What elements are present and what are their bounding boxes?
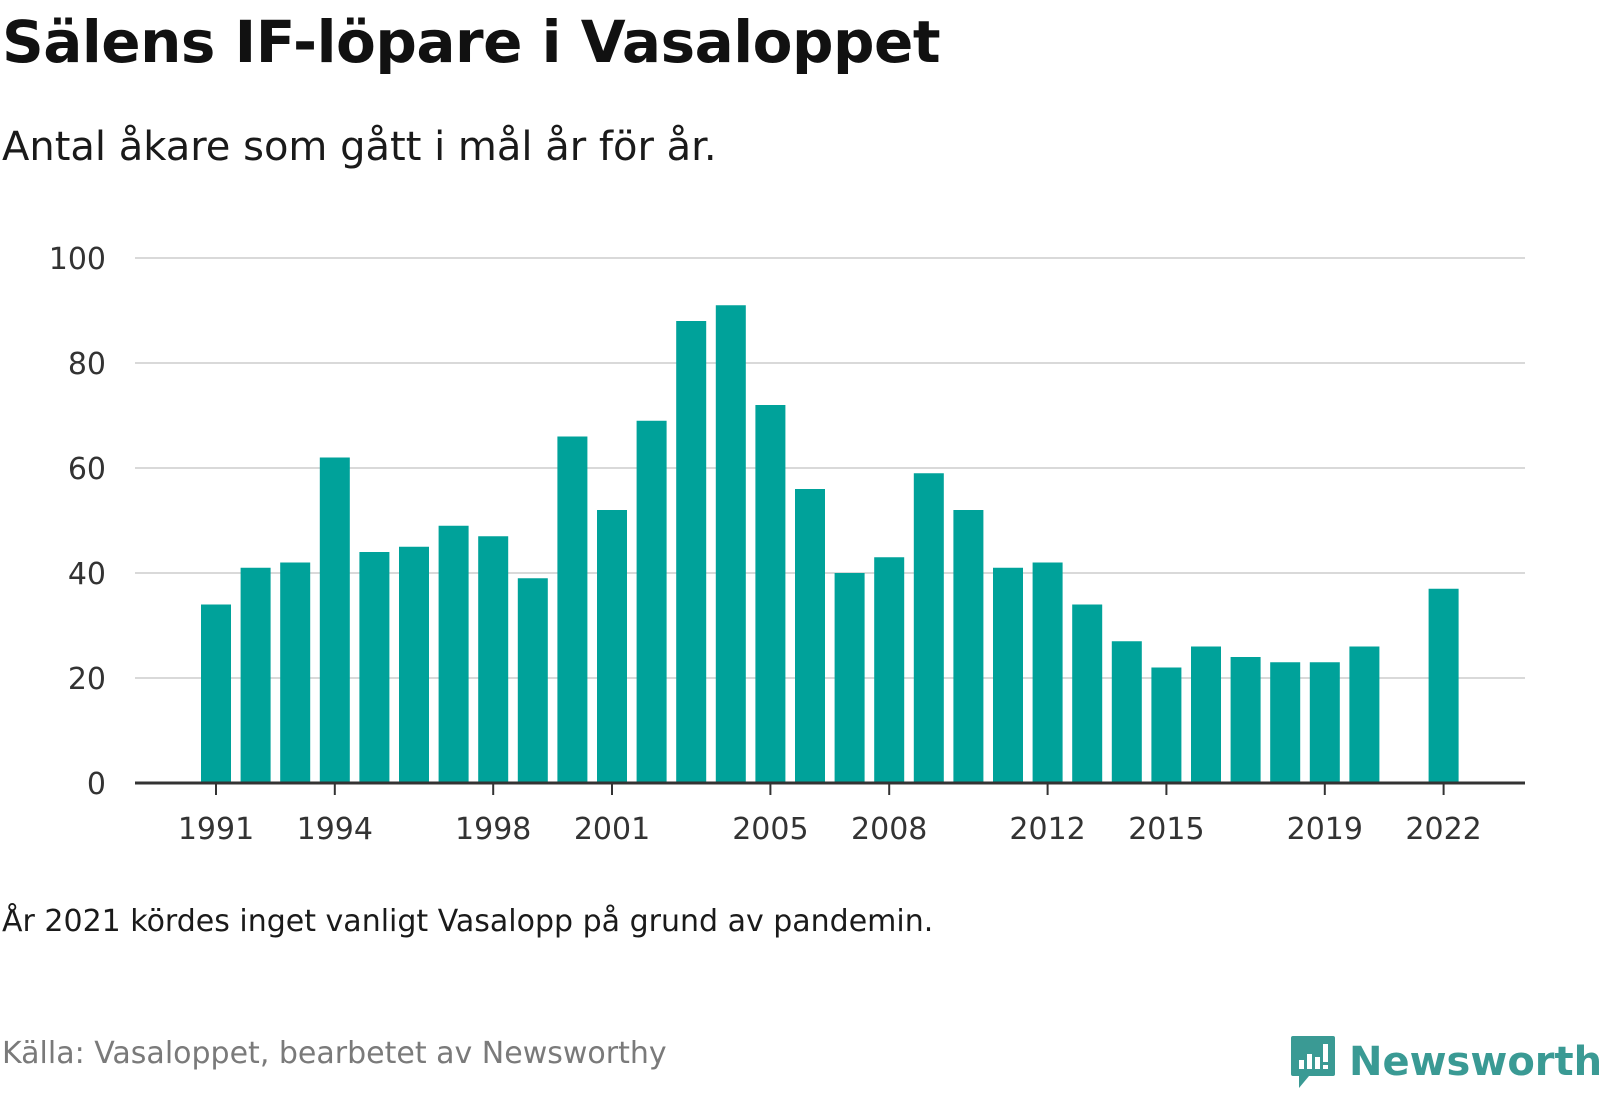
y-tick-label: 20	[68, 662, 106, 697]
y-axis-ticks: 0 20 40 60 80 100	[49, 242, 106, 802]
x-tick-label: 2001	[574, 812, 650, 847]
newsworthy-logo: Newsworthy	[1289, 1032, 1600, 1092]
bar-2016	[1191, 646, 1221, 783]
bar-2008	[874, 557, 905, 783]
x-tick-label: 1998	[455, 812, 531, 847]
bar-2000	[557, 436, 588, 783]
source-text: Källa: Vasaloppet, bearbetet av Newswort…	[2, 1036, 667, 1071]
bar-2013	[1072, 604, 1103, 783]
bar-1999	[517, 578, 548, 783]
newsworthy-logo-icon	[1291, 1036, 1335, 1088]
bar-1995	[359, 552, 390, 783]
bar-1993	[280, 562, 311, 783]
bar-1998	[478, 536, 509, 783]
bar-2007	[834, 573, 865, 783]
bar-2009	[913, 473, 944, 783]
x-tick-label: 2015	[1128, 812, 1204, 847]
bar-2011	[993, 567, 1023, 783]
bar-2002	[636, 420, 667, 783]
bar-1994	[319, 457, 350, 783]
bar-2020	[1349, 646, 1380, 783]
y-tick-label: 0	[87, 767, 106, 802]
y-tick-label: 80	[68, 347, 106, 382]
bar-2019	[1309, 662, 1340, 783]
x-tick-label: 2012	[1009, 812, 1085, 847]
bars	[201, 305, 1459, 783]
bar-1997	[438, 525, 469, 783]
y-tick-label: 100	[49, 242, 106, 277]
chart-title: Sälens IF-löpare i Vasaloppet	[2, 8, 941, 76]
x-tick-label: 2008	[851, 812, 927, 847]
footnote: År 2021 kördes inget vanligt Vasalopp på…	[2, 904, 934, 939]
bar-2005	[755, 405, 786, 783]
x-tick-label: 1991	[178, 812, 254, 847]
y-tick-label: 60	[68, 452, 106, 487]
bar-2010	[953, 510, 984, 783]
bar-2022	[1428, 588, 1459, 783]
x-tick-label: 2022	[1405, 812, 1481, 847]
y-tick-label: 40	[68, 557, 106, 592]
bar-2003	[676, 321, 707, 783]
bar-2015	[1151, 667, 1182, 783]
bar-2012	[1032, 562, 1063, 783]
bar-1991	[201, 604, 231, 783]
bar-2001	[597, 510, 627, 783]
bar-2014	[1111, 641, 1142, 783]
chart-subtitle: Antal åkare som gått i mål år för år.	[2, 124, 717, 170]
bar-1996	[399, 546, 429, 783]
bar-chart: 0 20 40 60 80 100 1991 1994 1998 2001 2005 2008 201…	[49, 242, 1525, 847]
x-tick-label: 2005	[732, 812, 808, 847]
brand-name: Newsworthy	[1349, 1039, 1600, 1085]
bar-2018	[1270, 662, 1301, 783]
bar-2017	[1230, 657, 1261, 783]
x-tick-label: 2019	[1287, 812, 1363, 847]
bar-2004	[715, 305, 746, 783]
bar-1992	[240, 567, 271, 783]
x-tick-label: 1994	[297, 812, 373, 847]
x-axis-ticks: 1991 1994 1998 2001 2005 2008 2012 2015 2019 2022	[178, 783, 1482, 847]
bar-2006	[795, 489, 825, 783]
